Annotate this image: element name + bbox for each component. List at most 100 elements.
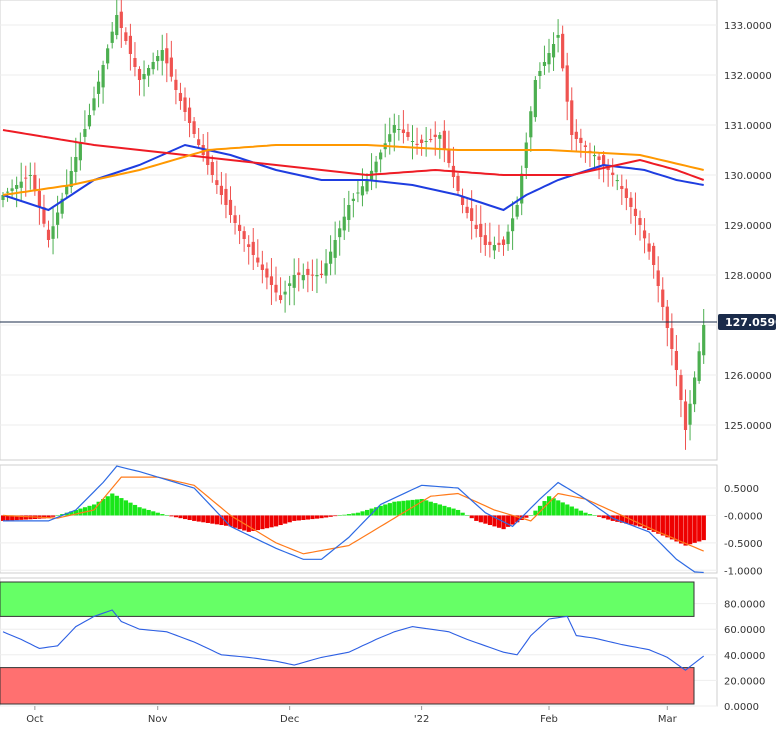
- macd-hist-bar: [433, 503, 438, 516]
- candle-up: [529, 111, 533, 138]
- candle-down: [497, 242, 501, 245]
- price-tick-label: 133.0000: [724, 21, 772, 32]
- price-tick-label: 129.0000: [724, 221, 772, 232]
- macd-hist-bar: [597, 515, 602, 517]
- candle-up: [688, 403, 692, 425]
- candle-down: [174, 79, 178, 90]
- macd-hist-bar: [78, 508, 83, 516]
- candle-down: [251, 241, 255, 255]
- candle-up: [19, 181, 23, 188]
- candle-down: [433, 134, 437, 137]
- macd-hist-bar: [19, 515, 24, 520]
- macd-hist-bar: [137, 507, 142, 516]
- candle-up: [338, 228, 342, 238]
- current-price-badge-bg: [718, 314, 776, 331]
- candle-up: [151, 62, 155, 70]
- rsi-series-line: [2, 609, 705, 671]
- candle-down: [620, 186, 624, 189]
- macd-hist-bar: [23, 515, 28, 520]
- rsi-tick-label: 60.0000: [724, 625, 765, 636]
- candle-down: [456, 175, 460, 191]
- candle-down: [219, 185, 223, 195]
- candle-up: [592, 155, 597, 157]
- candle-up: [438, 135, 442, 139]
- macd-hist-bar: [574, 508, 579, 516]
- macd-hist-bar: [269, 515, 274, 528]
- candle-down: [183, 97, 187, 112]
- candle-up: [524, 142, 528, 168]
- candle-up: [315, 275, 319, 277]
- macd-hist-bar: [633, 515, 638, 526]
- macd-hist-bar: [342, 514, 347, 516]
- macd-hist-bar: [328, 515, 333, 517]
- macd-hist-bar: [537, 505, 543, 516]
- candle-up: [60, 198, 64, 214]
- candle-down: [574, 131, 578, 139]
- candle-down: [460, 196, 465, 205]
- macd-hist-bar: [55, 515, 60, 516]
- macd-hist-bar: [624, 515, 629, 524]
- candle-down: [638, 218, 642, 225]
- sma-fast-line: [2, 143, 704, 212]
- macd-lines: [2, 465, 704, 574]
- candle-down: [178, 92, 183, 101]
- macd-hist-bar: [324, 515, 329, 518]
- macd-hist-bar: [128, 502, 133, 516]
- macd-axis: 0.5000 -0.0000 -0.5000 -1.0000: [724, 484, 763, 577]
- candle-up: [115, 15, 119, 36]
- candle-down: [465, 206, 469, 213]
- candle-down: [46, 229, 51, 240]
- candle-down: [642, 230, 647, 239]
- candle-up: [374, 161, 378, 173]
- macd-hist-bar: [446, 507, 452, 516]
- macd-hist-bar: [642, 515, 647, 529]
- candle-down: [483, 235, 487, 245]
- candle-down: [670, 328, 674, 349]
- candle-down: [401, 129, 405, 133]
- price-tick-label: 128.0000: [724, 271, 772, 282]
- candle-down: [406, 131, 410, 137]
- macd-hist-bar: [283, 515, 288, 524]
- macd-hist-bar: [515, 515, 520, 523]
- candle-up: [101, 65, 105, 88]
- macd-hist-bar: [392, 501, 397, 516]
- candle-up: [292, 275, 296, 288]
- rsi-overbought-zone: [0, 581, 695, 617]
- candle-up: [283, 291, 287, 295]
- macd-histogram: [1, 493, 706, 546]
- macd-hist-bar: [437, 504, 442, 516]
- macd-hist-bar: [73, 509, 78, 516]
- candle-down: [24, 177, 28, 179]
- candle-down: [260, 264, 264, 270]
- macd-hist-bar: [255, 515, 260, 531]
- macd-hist-bar: [665, 515, 670, 538]
- candle-down: [602, 155, 606, 165]
- macd-hist-bar: [592, 515, 597, 516]
- macd-hist-bar: [246, 515, 251, 532]
- macd-hist-bar: [551, 498, 556, 516]
- macd-hist-bar: [278, 515, 283, 526]
- macd-hist-bar: [587, 514, 593, 516]
- candle-down: [169, 57, 173, 77]
- macd-hist-bar: [456, 509, 461, 516]
- candle-down: [661, 289, 665, 307]
- macd-hist-bar: [346, 514, 351, 516]
- candle-up: [110, 31, 114, 43]
- macd-hist-bar: [192, 515, 197, 521]
- rsi-tick-label: 80.0000: [724, 600, 765, 611]
- candle-up: [511, 218, 515, 232]
- macd-hist-bar: [524, 515, 529, 518]
- price-panel: 133.0000 132.0000 131.0000 130.0000 129.0000…: [0, 0, 777, 461]
- candle-down: [37, 190, 41, 208]
- candle-down: [274, 284, 278, 293]
- macd-hist-bar: [674, 515, 679, 542]
- macd-hist-bar: [333, 515, 338, 517]
- macd-hist-bar: [69, 511, 74, 516]
- candle-down: [565, 65, 569, 102]
- candle-down: [265, 268, 269, 278]
- macd-hist-bar: [242, 515, 247, 531]
- macd-hist-bar: [314, 515, 320, 519]
- candle-up: [547, 53, 551, 65]
- macd-hist-bar: [96, 501, 101, 516]
- macd-hist-bar: [201, 515, 206, 523]
